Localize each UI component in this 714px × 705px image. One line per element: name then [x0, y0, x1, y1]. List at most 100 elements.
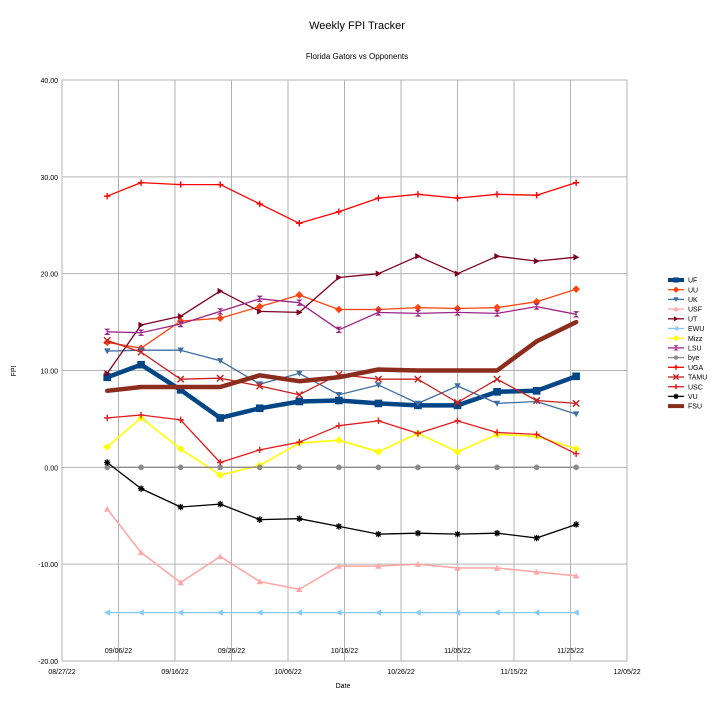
data-point — [453, 448, 462, 456]
data-point — [296, 309, 303, 316]
y-tick-label: 20.00 — [40, 272, 58, 279]
legend-marker — [673, 393, 679, 399]
y-tick-label: -20.00 — [38, 659, 58, 666]
data-point — [177, 320, 184, 328]
data-point — [454, 564, 461, 571]
data-point — [573, 464, 579, 471]
data-point — [414, 400, 422, 407]
data-point — [453, 304, 462, 313]
data-point — [572, 179, 580, 186]
data-point — [256, 578, 263, 585]
data-point — [533, 303, 540, 310]
data-point — [533, 192, 540, 199]
y-tick-label: 10.00 — [40, 369, 58, 376]
legend-label: VU — [688, 394, 698, 401]
data-point — [104, 609, 110, 616]
legend-item-vu: VU — [668, 393, 698, 401]
data-point — [177, 313, 184, 320]
data-point — [493, 375, 501, 383]
data-point — [296, 586, 303, 593]
data-point — [296, 609, 302, 616]
legend-item-mizz: Mizz — [668, 335, 703, 343]
data-point — [104, 414, 111, 422]
data-point — [257, 308, 263, 315]
data-point — [296, 515, 303, 522]
series-usc — [104, 411, 580, 466]
data-point — [493, 609, 500, 616]
data-point — [375, 417, 382, 425]
data-point — [572, 311, 580, 318]
data-point — [217, 358, 224, 365]
data-point — [493, 191, 501, 198]
data-point — [104, 348, 111, 355]
data-point — [454, 530, 461, 538]
data-point — [493, 529, 501, 537]
data-point — [415, 464, 421, 471]
data-point — [375, 382, 382, 389]
data-point — [532, 396, 541, 405]
legend-label: USF — [688, 307, 702, 314]
chart-title: Weekly FPI Tracker — [309, 20, 405, 32]
data-point — [374, 375, 383, 383]
data-point — [374, 399, 383, 408]
x-tick-label: 11/15/22 — [501, 669, 528, 676]
series-line-uga — [106, 181, 577, 224]
legend-marker — [673, 384, 679, 390]
data-point — [335, 436, 343, 445]
data-point — [335, 305, 343, 314]
data-point — [453, 401, 462, 410]
data-point — [177, 464, 184, 471]
data-point — [572, 411, 580, 418]
data-point — [104, 370, 111, 377]
data-point — [216, 374, 224, 382]
data-point — [375, 464, 382, 471]
legend-marker — [673, 316, 679, 322]
data-point — [137, 485, 145, 492]
data-point — [137, 348, 145, 356]
data-point — [137, 360, 145, 369]
data-point — [375, 609, 382, 616]
legend-label: UU — [688, 287, 698, 294]
data-point — [256, 382, 264, 390]
data-point — [104, 505, 111, 512]
data-point — [533, 257, 540, 265]
data-point — [493, 388, 501, 396]
data-point — [336, 464, 342, 471]
data-point — [414, 430, 422, 437]
data-point — [573, 254, 580, 261]
data-point — [138, 464, 144, 471]
data-point — [414, 560, 422, 567]
data-point — [177, 579, 184, 586]
legend-item-tamu: TAMU — [668, 373, 707, 382]
legend-marker — [673, 355, 679, 360]
chart-subtitle: Florida Gators vs Opponents — [306, 52, 408, 61]
x-axis-label: Date — [336, 683, 351, 690]
data-point — [572, 521, 580, 528]
data-point — [375, 530, 382, 538]
data-point — [454, 309, 461, 316]
data-point — [533, 431, 540, 438]
series-line-usc — [106, 414, 577, 464]
legend-item-uk: UK — [668, 297, 698, 304]
data-point — [217, 609, 223, 616]
data-point — [335, 523, 343, 530]
data-point — [454, 270, 461, 277]
data-point — [216, 314, 224, 323]
series-line-lsu — [106, 298, 577, 334]
data-point — [532, 387, 541, 395]
data-point — [137, 549, 145, 556]
axes: -20.00 -10.00 0.00 10.00 20.00 30.00 40.00 08/2… — [38, 78, 641, 676]
data-point — [103, 373, 111, 382]
legend-label: UK — [688, 297, 698, 304]
data-point — [103, 336, 111, 345]
data-point — [138, 321, 145, 329]
data-point — [256, 381, 263, 388]
legend-label: UF — [688, 278, 697, 285]
data-point — [137, 179, 145, 186]
data-point — [104, 464, 110, 471]
data-point — [572, 609, 579, 616]
data-point — [533, 534, 540, 542]
data-point — [177, 347, 184, 354]
data-point — [572, 450, 580, 457]
